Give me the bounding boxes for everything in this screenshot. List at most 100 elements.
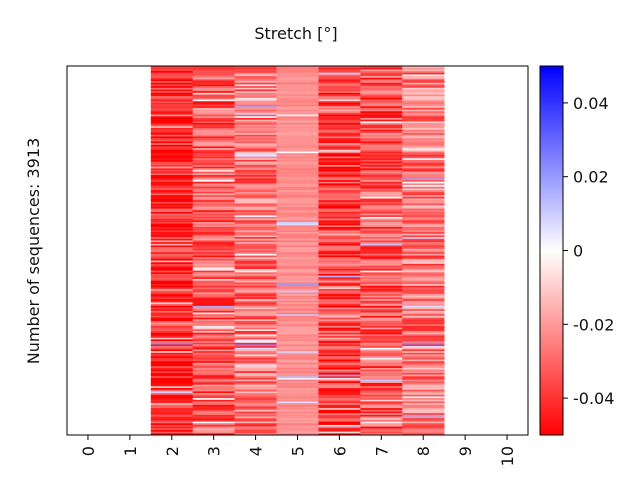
heatmap-cell-col-8 — [402, 398, 445, 401]
heatmap-cell-col-5 — [276, 396, 319, 399]
heatmap-cell-col-5 — [276, 300, 319, 303]
heatmap-cell-col-6 — [318, 79, 361, 82]
heatmap-cell-col-8 — [402, 344, 445, 347]
heatmap-cell-col-5 — [276, 243, 319, 246]
heatmap-cell-col-6 — [318, 364, 361, 367]
heatmap-cell-col-4 — [234, 216, 277, 219]
heatmap-cell-col-6 — [318, 227, 361, 229]
heatmap-cell-col-6 — [318, 280, 361, 283]
heatmap-cell-col-5 — [276, 82, 319, 85]
heatmap-cell-col-6 — [318, 111, 361, 114]
heatmap-cell-col-4 — [234, 119, 277, 122]
heatmap-cell-col-5 — [276, 201, 319, 204]
heatmap-cell-col-8 — [402, 366, 445, 369]
heatmap-cell-col-6 — [318, 221, 361, 224]
heatmap-cell-col-4 — [234, 118, 277, 120]
heatmap-cell-col-5 — [276, 250, 319, 253]
heatmap-cell-col-5 — [276, 421, 319, 424]
heatmap-cell-col-3 — [192, 102, 235, 105]
heatmap-cell-col-2 — [150, 111, 194, 114]
heatmap-cell-col-8 — [402, 77, 445, 80]
heatmap-cell-col-4 — [234, 79, 277, 82]
heatmap-cell-col-7 — [360, 203, 403, 206]
heatmap-cell-col-6 — [318, 357, 361, 360]
heatmap-cell-col-4 — [234, 366, 277, 369]
heatmap-cell-col-3 — [192, 258, 235, 261]
heatmap-cell-col-8 — [402, 319, 445, 322]
heatmap-cell-col-6 — [318, 399, 361, 402]
heatmap-cell-col-6 — [318, 247, 361, 250]
heatmap-cell-col-2 — [150, 230, 194, 233]
heatmap-cell-col-3 — [192, 403, 235, 406]
heatmap-cell-col-7 — [360, 421, 403, 424]
heatmap-cell-col-8 — [402, 163, 445, 166]
heatmap-cell-col-7 — [360, 99, 403, 102]
heatmap-cell-col-5 — [276, 124, 319, 127]
heatmap-cell-col-7 — [360, 185, 403, 188]
heatmap-cell-col-6 — [318, 72, 361, 75]
heatmap-cell-col-2 — [150, 248, 194, 251]
heatmap-cell-col-2 — [150, 414, 194, 417]
heatmap-cell-col-7 — [360, 263, 403, 266]
heatmap-cell-col-8 — [402, 119, 445, 122]
heatmap-cell-col-7 — [360, 216, 403, 219]
heatmap-cell-col-7 — [360, 144, 403, 147]
heatmap-cell-col-7 — [360, 260, 403, 263]
heatmap-cell-col-6 — [318, 408, 361, 411]
heatmap-cell-col-7 — [360, 186, 403, 189]
heatmap-cell-col-8 — [402, 118, 445, 120]
heatmap-cell-col-4 — [234, 168, 277, 171]
heatmap-cell-col-6 — [318, 260, 361, 263]
heatmap-cell-col-7 — [360, 374, 403, 377]
heatmap-cell-col-8 — [402, 215, 445, 218]
heatmap-cell-col-2 — [150, 336, 194, 339]
heatmap-cell-col-2 — [150, 245, 194, 248]
heatmap-cell-col-6 — [318, 153, 361, 156]
heatmap-cell-col-4 — [234, 357, 277, 360]
heatmap-cell-col-3 — [192, 87, 235, 90]
heatmap-cell-col-2 — [150, 359, 194, 362]
heatmap-cell-col-5 — [276, 341, 319, 344]
heatmap-cell-col-3 — [192, 233, 235, 236]
heatmap-cell-col-7 — [360, 235, 403, 238]
heatmap-cell-col-5 — [276, 433, 319, 436]
heatmap-cell-col-2 — [150, 357, 194, 360]
heatmap-cell-col-4 — [234, 287, 277, 290]
heatmap-cell-col-5 — [276, 253, 319, 256]
heatmap-cell-col-5 — [276, 314, 319, 317]
heatmap-cell-col-5 — [276, 309, 319, 312]
heatmap-cell-col-6 — [318, 213, 361, 216]
heatmap-cell-col-7 — [360, 101, 403, 104]
heatmap-cell-col-3 — [192, 347, 235, 350]
heatmap-cell-col-3 — [192, 319, 235, 322]
heatmap-cell-col-6 — [318, 158, 361, 161]
heatmap-cell-col-8 — [402, 295, 445, 298]
heatmap-cell-col-7 — [360, 173, 403, 176]
heatmap-cell-col-2 — [150, 149, 194, 152]
heatmap-cell-col-4 — [234, 327, 277, 330]
heatmap-cell-col-7 — [360, 351, 403, 354]
heatmap-cell-col-4 — [234, 76, 277, 79]
heatmap-cell-col-7 — [360, 371, 403, 374]
heatmap-cell-col-3 — [192, 168, 235, 171]
heatmap-cell-col-2 — [150, 232, 194, 235]
heatmap-cell-col-8 — [402, 391, 445, 394]
heatmap-cell-col-3 — [192, 89, 235, 92]
heatmap-cell-col-8 — [402, 230, 445, 233]
heatmap-cell-col-8 — [402, 206, 445, 209]
heatmap-cell-col-3 — [192, 289, 235, 292]
heatmap-cell-col-5 — [276, 245, 319, 248]
heatmap-cell-col-5 — [276, 164, 319, 167]
heatmap-cell-col-3 — [192, 248, 235, 251]
heatmap-cell-col-6 — [318, 337, 361, 340]
heatmap-cell-col-6 — [318, 279, 361, 281]
heatmap-cell-col-6 — [318, 178, 361, 181]
heatmap-cell-col-5 — [276, 102, 319, 105]
heatmap-cell-col-2 — [150, 399, 194, 402]
heatmap-cell-col-8 — [402, 255, 445, 258]
heatmap-cell-col-4 — [234, 166, 277, 169]
heatmap-cell-col-8 — [402, 429, 445, 432]
heatmap-cell-col-5 — [276, 295, 319, 298]
heatmap-cell-col-8 — [402, 94, 445, 97]
heatmap-cell-col-3 — [192, 181, 235, 184]
